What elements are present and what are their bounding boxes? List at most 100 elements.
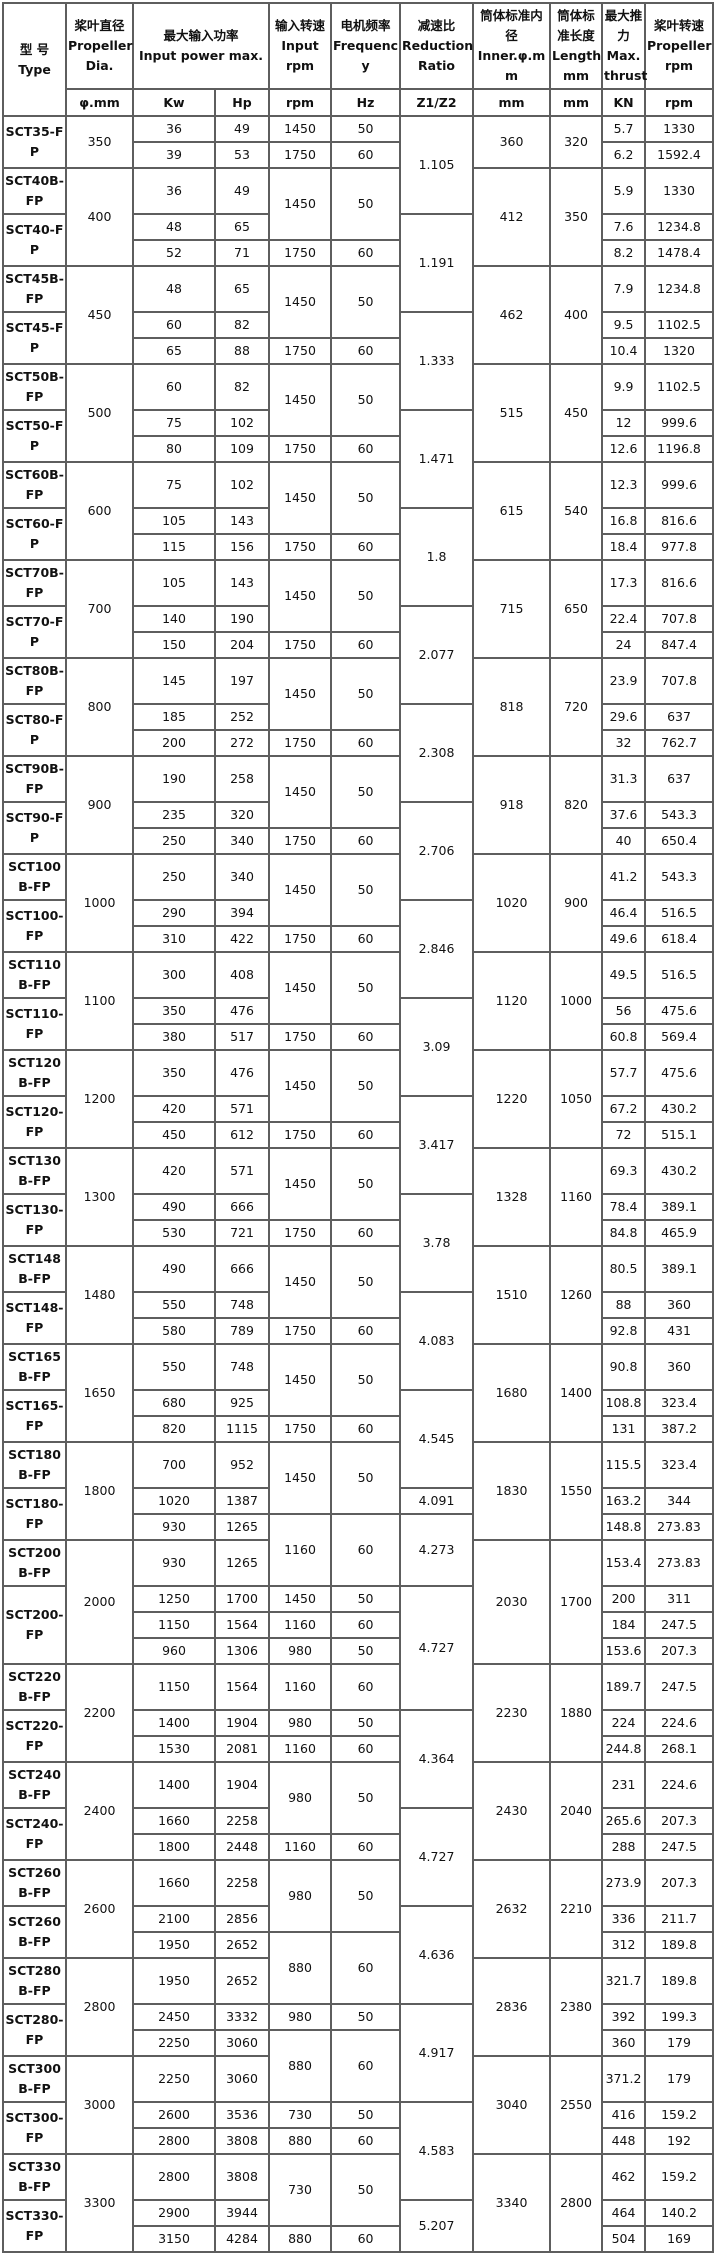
table-row: SCT100-FP 290 394 2.846 46.4 516.5 [2, 899, 714, 999]
cell-kw: 105 [132, 559, 216, 607]
cell-prop-rpm: 189.8 [644, 1957, 714, 2005]
cell-hz: 60 [330, 631, 402, 659]
cell-rpm: 1450 [268, 461, 333, 535]
unit-hp: Hp [213, 88, 271, 117]
cell-prop-rpm: 1196.8 [644, 435, 714, 463]
cell-kw: 80 [132, 435, 216, 463]
cell-prop-rpm: 618.4 [644, 925, 714, 953]
table-row: 250 340 1750 60 40 650.4 [3, 827, 714, 855]
cell-prop-rpm: 1234.8 [644, 265, 714, 313]
cell-dia: 1000 [65, 853, 134, 953]
cell-hp: 422 [213, 925, 271, 953]
cell-hz: 60 [330, 1663, 402, 1711]
cell-hp: 4284 [213, 2225, 271, 2253]
cell-prop-rpm: 169 [644, 2225, 714, 2253]
table-row: SCT280B-FP 2800 1950 2652 2836 2380 321.7 189.8 [2, 1957, 714, 2057]
table-row: SCT120B-FP 1200 350 476 1450 50 1220 1050 57.7 47… [2, 1049, 714, 1149]
cell-inner: 2632 [472, 1859, 552, 1959]
cell-prop-rpm: 389.1 [644, 1245, 714, 1293]
header-ratio-cn: 减速比 [417, 18, 456, 33]
cell-hp: 340 [213, 827, 271, 855]
cell-model: SCT40-FP [2, 213, 67, 267]
header-rpm-cn: 输入转速 [275, 18, 326, 33]
cell-prop-rpm: 1320 [644, 337, 714, 365]
cell-thrust: 464 [601, 2199, 647, 2227]
cell-rpm: 730 [268, 2153, 333, 2227]
table-row: SCT240-FP 1660 2258 4.727 265.6 207.3 [2, 1807, 714, 1907]
cell-rpm: 980 [268, 1761, 333, 1835]
unit-rpm: rpm [268, 88, 333, 117]
cell-hp: 2856 [213, 1905, 271, 1933]
cell-hp: 476 [213, 997, 271, 1025]
cell-model: SCT120B-FP [2, 1049, 67, 1097]
cell-hp: 143 [213, 507, 271, 535]
unit-thrust: KN [601, 88, 647, 117]
cell-prop-rpm: 323.4 [644, 1441, 714, 1489]
cell-hz: 60 [330, 1023, 402, 1051]
cell-prop-rpm: 224.6 [644, 1761, 714, 1809]
cell-inner: 2836 [472, 1957, 552, 2057]
header-power-en: Input power max. [138, 48, 264, 63]
cell-rpm: 1160 [268, 1663, 333, 1711]
cell-model: SCT148B-FP [2, 1245, 67, 1293]
cell-thrust: 115.5 [601, 1441, 647, 1489]
cell-hp: 65 [213, 213, 271, 241]
cell-prop-rpm: 430.2 [644, 1095, 714, 1123]
table-row: 580 789 1750 60 92.8 431 [3, 1317, 714, 1345]
cell-kw: 1020 [132, 1487, 216, 1515]
cell-inner: 3340 [472, 2153, 552, 2253]
cell-kw: 960 [132, 1637, 216, 1665]
cell-hz: 60 [330, 1121, 402, 1149]
cell-length: 1000 [549, 951, 604, 1051]
cell-rpm: 1750 [268, 239, 333, 267]
cell-length: 2380 [549, 1957, 604, 2057]
header-thrust-en: Max. thrust [604, 48, 648, 83]
cell-thrust: 360 [601, 2029, 647, 2057]
cell-dia: 2400 [65, 1761, 134, 1861]
header-prop-rpm-en: Propeller rpm [647, 38, 712, 73]
table-row: SCT330B-FP 3300 2800 3808 730 50 3340 2800 462 15… [2, 2153, 714, 2253]
cell-hp: 340 [213, 853, 271, 901]
table-row: SCT40-FP 48 65 1.191 7.6 1234.8 [2, 213, 714, 313]
cell-model: SCT330B-FP [2, 2153, 67, 2201]
table-row: SCT80-FP 185 252 2.308 29.6 637 [2, 703, 714, 803]
table-row: SCT45B-FP 450 48 65 1450 50 462 400 7.9 1234.8 [2, 265, 714, 365]
cell-thrust: 200 [601, 1585, 647, 1613]
cell-kw: 1660 [132, 1859, 216, 1907]
cell-prop-rpm: 211.7 [644, 1905, 714, 1933]
header-freq: 电机频率 Frequency [330, 2, 402, 90]
table-row: SCT240B-FP 2400 1400 1904 980 50 2430 2040 231 22… [2, 1761, 714, 1861]
cell-model: SCT220B-FP [2, 1663, 67, 1711]
cell-inner: 715 [472, 559, 552, 659]
cell-inner: 1830 [472, 1441, 552, 1541]
cell-hz: 50 [330, 115, 402, 143]
cell-hp: 394 [213, 899, 271, 927]
cell-thrust: 153.4 [601, 1539, 647, 1587]
unit-length: mm [549, 88, 604, 117]
cell-kw: 48 [132, 265, 216, 313]
cell-kw: 2100 [132, 1905, 216, 1933]
cell-model: SCT240B-FP [2, 1761, 67, 1809]
cell-kw: 36 [132, 115, 216, 143]
cell-length: 1160 [549, 1147, 604, 1247]
cell-model: SCT165B-FP [2, 1343, 67, 1391]
cell-kw: 350 [132, 997, 216, 1025]
cell-hp: 3536 [213, 2101, 271, 2129]
cell-inner: 412 [472, 167, 552, 267]
cell-length: 1880 [549, 1663, 604, 1763]
table-row: SCT70-FP 140 190 2.077 22.4 707.8 [2, 605, 714, 705]
cell-length: 1550 [549, 1441, 604, 1541]
cell-kw: 1800 [132, 1833, 216, 1861]
cell-thrust: 49.6 [601, 925, 647, 953]
cell-rpm: 1750 [268, 1121, 333, 1149]
cell-model: SCT90B-FP [2, 755, 67, 803]
cell-kw: 420 [132, 1147, 216, 1195]
cell-kw: 105 [132, 507, 216, 535]
cell-thrust: 88 [601, 1291, 647, 1319]
header-rpm-en: Input rpm [281, 38, 319, 73]
cell-rpm: 1450 [268, 1585, 333, 1613]
cell-prop-rpm: 268.1 [644, 1735, 714, 1763]
cell-model: SCT260B-FP [2, 1859, 67, 1907]
header-freq-cn: 电机频率 [340, 18, 391, 33]
cell-hz: 60 [330, 2127, 402, 2155]
